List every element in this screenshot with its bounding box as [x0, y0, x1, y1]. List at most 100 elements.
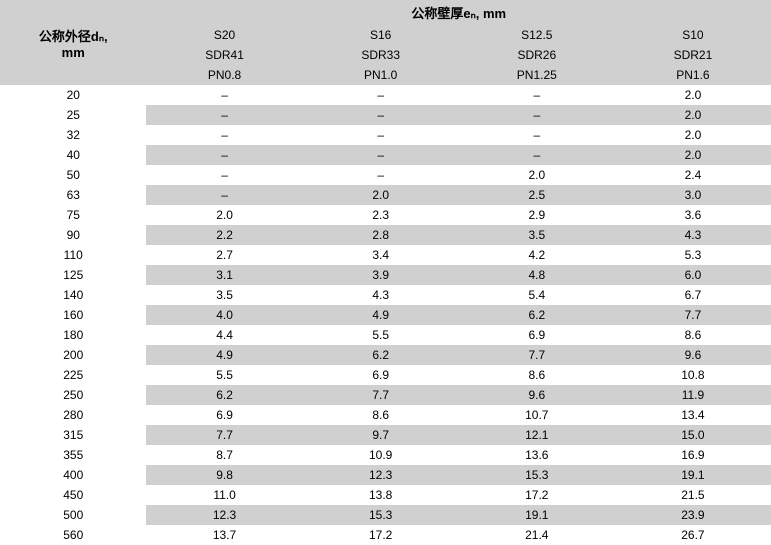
row-header-l1: 公称外径dₙ,: [39, 29, 108, 44]
value-cell: 5.5: [303, 325, 459, 345]
table-row: 32–––2.0: [0, 125, 771, 145]
value-cell: 6.7: [615, 285, 771, 305]
value-cell: 2.0: [303, 185, 459, 205]
value-cell: 2.0: [615, 125, 771, 145]
table-row: 2806.98.610.713.4: [0, 405, 771, 425]
value-cell: 8.6: [303, 405, 459, 425]
value-cell: –: [303, 165, 459, 185]
value-cell: 11.0: [146, 485, 302, 505]
dn-cell: 225: [0, 365, 146, 385]
value-cell: 4.4: [146, 325, 302, 345]
value-cell: 10.9: [303, 445, 459, 465]
dn-cell: 75: [0, 205, 146, 225]
value-cell: –: [146, 125, 302, 145]
value-cell: 6.2: [303, 345, 459, 365]
row-header-l2: mm: [62, 45, 85, 60]
value-cell: 3.0: [615, 185, 771, 205]
value-cell: 3.1: [146, 265, 302, 285]
col-sdr-3: SDR21: [615, 45, 771, 65]
value-cell: 8.6: [459, 365, 615, 385]
dn-cell: 20: [0, 85, 146, 105]
value-cell: 15.0: [615, 425, 771, 445]
value-cell: 4.3: [615, 225, 771, 245]
dn-cell: 400: [0, 465, 146, 485]
value-cell: 11.9: [615, 385, 771, 405]
value-cell: 2.0: [459, 165, 615, 185]
value-cell: 21.4: [459, 525, 615, 545]
value-cell: 2.3: [303, 205, 459, 225]
col-s-3: S10: [615, 25, 771, 45]
value-cell: 4.9: [303, 305, 459, 325]
dn-cell: 500: [0, 505, 146, 525]
value-cell: 13.6: [459, 445, 615, 465]
table-row: 63–2.02.53.0: [0, 185, 771, 205]
value-cell: 7.7: [459, 345, 615, 365]
value-cell: 4.8: [459, 265, 615, 285]
value-cell: 6.9: [303, 365, 459, 385]
dn-cell: 63: [0, 185, 146, 205]
value-cell: 10.7: [459, 405, 615, 425]
col-s-1: S16: [303, 25, 459, 45]
dn-cell: 250: [0, 385, 146, 405]
value-cell: 2.7: [146, 245, 302, 265]
dn-cell: 160: [0, 305, 146, 325]
dn-cell: 50: [0, 165, 146, 185]
table-row: 2255.56.98.610.8: [0, 365, 771, 385]
value-cell: 12.1: [459, 425, 615, 445]
dn-cell: 25: [0, 105, 146, 125]
value-cell: 2.0: [615, 145, 771, 165]
value-cell: –: [459, 105, 615, 125]
value-cell: 4.0: [146, 305, 302, 325]
dn-cell: 125: [0, 265, 146, 285]
col-pn-1: PN1.0: [303, 65, 459, 85]
dn-cell: 40: [0, 145, 146, 165]
value-cell: 15.3: [459, 465, 615, 485]
value-cell: 9.6: [615, 345, 771, 365]
col-pn-0: PN0.8: [146, 65, 302, 85]
table-row: 902.22.83.54.3: [0, 225, 771, 245]
value-cell: 13.4: [615, 405, 771, 425]
table-row: 45011.013.817.221.5: [0, 485, 771, 505]
value-cell: 2.0: [615, 85, 771, 105]
table-row: 1804.45.56.98.6: [0, 325, 771, 345]
value-cell: 3.9: [303, 265, 459, 285]
dn-cell: 355: [0, 445, 146, 465]
table-header: 公称外径dₙ, mm 公称壁厚eₙ, mm S20 S16 S12.5 S10 …: [0, 0, 771, 85]
col-sdr-1: SDR33: [303, 45, 459, 65]
value-cell: 6.9: [459, 325, 615, 345]
col-sdr-0: SDR41: [146, 45, 302, 65]
value-cell: 13.7: [146, 525, 302, 545]
value-cell: –: [146, 105, 302, 125]
value-cell: 9.7: [303, 425, 459, 445]
value-cell: 2.2: [146, 225, 302, 245]
value-cell: 3.5: [459, 225, 615, 245]
table-row: 1604.04.96.27.7: [0, 305, 771, 325]
value-cell: 23.9: [615, 505, 771, 525]
value-cell: 6.0: [615, 265, 771, 285]
table-row: 50––2.02.4: [0, 165, 771, 185]
value-cell: 9.6: [459, 385, 615, 405]
table-row: 40–––2.0: [0, 145, 771, 165]
table-row: 1253.13.94.86.0: [0, 265, 771, 285]
table-row: 3157.79.712.115.0: [0, 425, 771, 445]
table-row: 2506.27.79.611.9: [0, 385, 771, 405]
value-cell: –: [146, 145, 302, 165]
value-cell: –: [459, 85, 615, 105]
table-row: 752.02.32.93.6: [0, 205, 771, 225]
col-pn-2: PN1.25: [459, 65, 615, 85]
value-cell: 2.4: [615, 165, 771, 185]
col-sdr-2: SDR26: [459, 45, 615, 65]
value-cell: 8.7: [146, 445, 302, 465]
col-s-2: S12.5: [459, 25, 615, 45]
dn-cell: 560: [0, 525, 146, 545]
value-cell: 15.3: [303, 505, 459, 525]
value-cell: 26.7: [615, 525, 771, 545]
value-cell: 7.7: [303, 385, 459, 405]
value-cell: 21.5: [615, 485, 771, 505]
table-row: 50012.315.319.123.9: [0, 505, 771, 525]
table-row: 3558.710.913.616.9: [0, 445, 771, 465]
value-cell: 2.8: [303, 225, 459, 245]
value-cell: 10.8: [615, 365, 771, 385]
value-cell: 3.6: [615, 205, 771, 225]
col-s-0: S20: [146, 25, 302, 45]
